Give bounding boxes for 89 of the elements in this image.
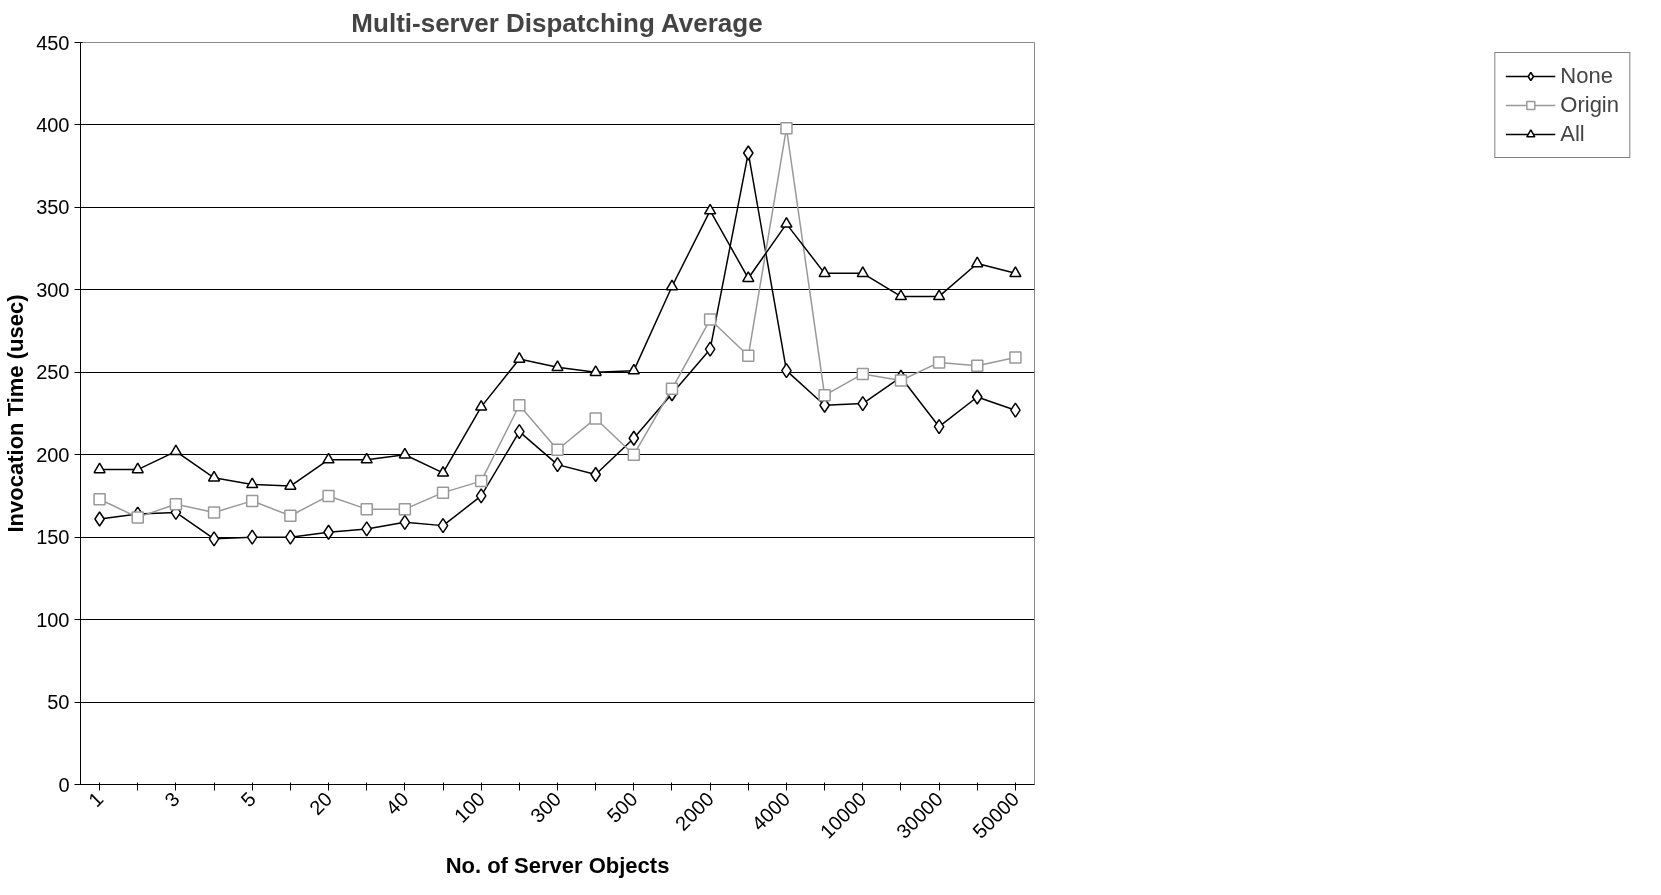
point: [245, 477, 259, 489]
point: [818, 266, 831, 278]
point: [208, 531, 220, 547]
point: [590, 466, 602, 483]
point: [780, 121, 793, 135]
x-tick-label: 500: [602, 787, 642, 827]
y-axis-title: Invocation Time (usec): [3, 294, 29, 533]
legend-label: None: [1560, 63, 1613, 89]
point: [207, 506, 221, 519]
point: [780, 216, 793, 228]
point: [589, 412, 602, 425]
point: [742, 349, 755, 363]
point: [398, 502, 412, 516]
point: [474, 474, 488, 488]
point: [1009, 351, 1022, 364]
point: [361, 521, 373, 537]
y-tick-label: 50: [47, 691, 70, 714]
point: [627, 448, 641, 461]
x-tick-label: 5: [236, 787, 260, 812]
point: [703, 203, 717, 215]
point: [856, 266, 870, 278]
x-tick-label: 100: [449, 787, 489, 827]
y-tick-label: 350: [36, 196, 70, 219]
point: [551, 360, 564, 372]
point: [704, 341, 716, 357]
y-tick-label: 0: [58, 773, 70, 796]
x-tick-label: 3: [160, 787, 184, 812]
point: [131, 462, 144, 474]
point: [246, 529, 258, 545]
point: [628, 430, 640, 446]
x-tick-label: 300: [526, 787, 566, 827]
point: [971, 389, 983, 405]
point: [436, 465, 450, 477]
point: [399, 514, 411, 531]
legend-label: All: [1560, 121, 1585, 147]
point: [360, 452, 373, 464]
point: [437, 517, 449, 534]
point: [1009, 266, 1022, 278]
x-tick-label: 1: [83, 787, 108, 812]
point: [856, 367, 870, 381]
point: [284, 478, 297, 490]
point: [933, 418, 945, 435]
y-tick-label: 100: [36, 608, 70, 631]
point: [475, 488, 487, 504]
point: [857, 395, 869, 412]
point: [971, 256, 984, 268]
point: [398, 447, 412, 459]
point: [93, 462, 106, 474]
x-tick-label: 20: [305, 787, 337, 820]
point: [322, 489, 335, 503]
y-tick-label: 150: [36, 526, 70, 549]
chart-title: Multi-server Dispatching Average: [351, 7, 763, 38]
point: [627, 363, 641, 375]
point: [703, 313, 717, 326]
point: [513, 399, 526, 412]
x-tick-label: 40: [381, 787, 413, 820]
point: [360, 502, 373, 516]
y-tick-label: 450: [36, 31, 70, 54]
x-axis-title: No. of Server Objects: [445, 852, 670, 878]
point: [818, 389, 831, 402]
point: [932, 356, 946, 369]
point: [322, 452, 335, 464]
point: [169, 497, 183, 511]
point: [742, 145, 754, 161]
point: [474, 399, 488, 411]
y-tick-label: 400: [36, 113, 70, 136]
point: [169, 444, 183, 456]
point: [131, 511, 144, 524]
point: [284, 529, 296, 545]
y-tick-label: 300: [36, 278, 70, 301]
point: [665, 382, 679, 396]
point: [894, 374, 908, 387]
point: [932, 289, 946, 301]
legend-label: Origin: [1560, 92, 1619, 118]
point: [245, 494, 259, 508]
point: [436, 486, 450, 499]
y-tick-label: 250: [36, 361, 70, 384]
point: [971, 359, 984, 372]
point: [742, 271, 755, 283]
point: [513, 351, 526, 364]
y-tick-label: 200: [36, 443, 70, 466]
point: [551, 443, 564, 457]
point: [207, 470, 221, 482]
point: [284, 509, 297, 522]
point: [513, 423, 525, 440]
point: [665, 279, 679, 291]
point: [589, 365, 602, 377]
point: [93, 492, 106, 506]
point: [894, 289, 908, 301]
